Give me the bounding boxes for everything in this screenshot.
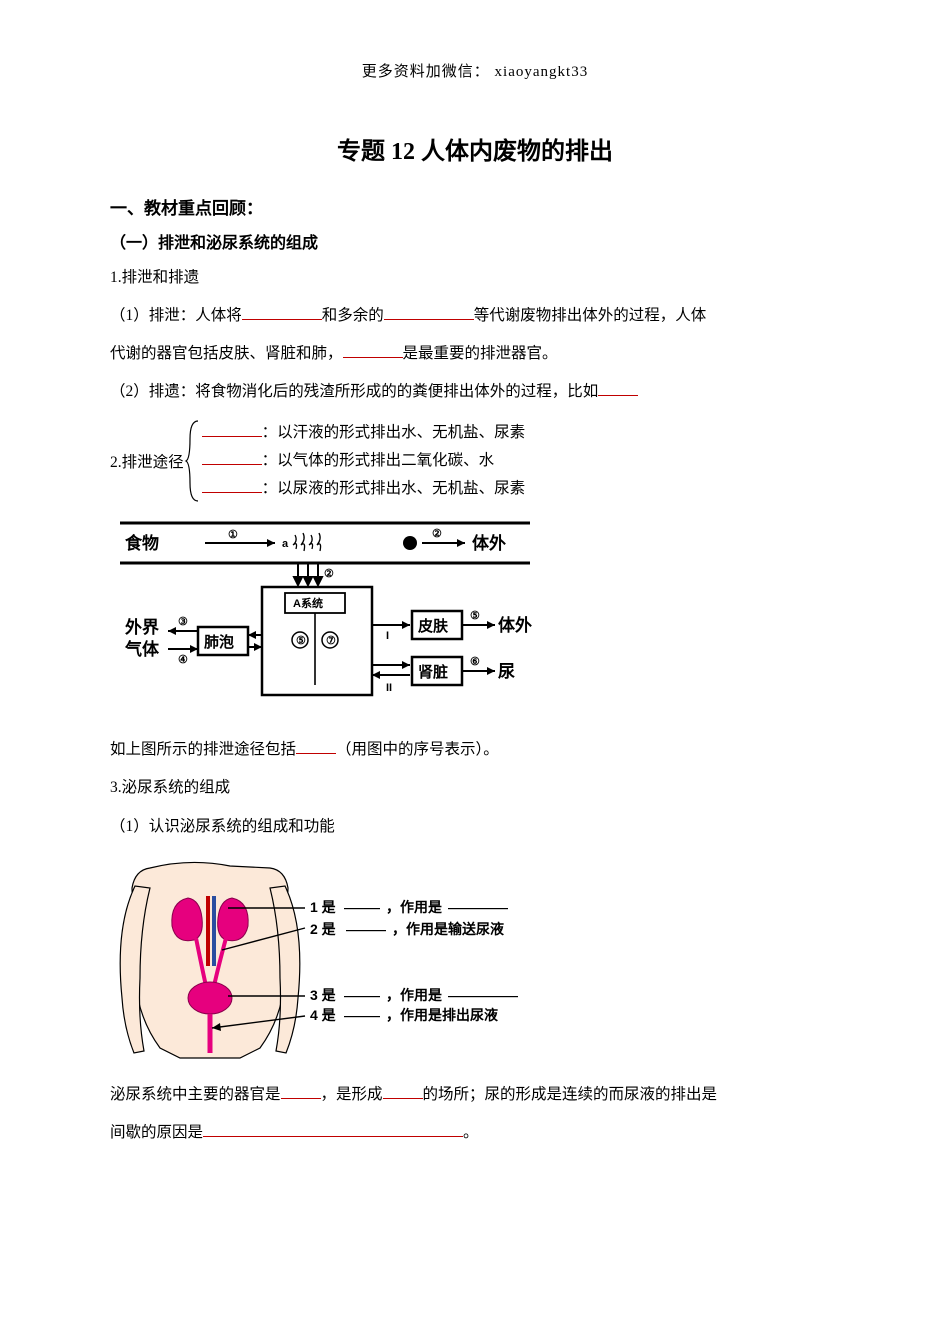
- section-heading: 一、教材重点回顾：: [110, 194, 840, 219]
- blank: [202, 477, 262, 494]
- text: 和多余的: [322, 307, 384, 324]
- text: ：以尿液的形式排出水、无机盐、尿素: [262, 480, 526, 497]
- label-asys: A系统: [293, 596, 323, 610]
- bracket-item: ：以汗液的形式排出水、无机盐、尿素: [202, 419, 526, 447]
- para-1-1: （1）排泄：人体将 和多余的 等代谢废物排出体外的过程，人体: [110, 299, 840, 333]
- label2b: ，作用是输送尿液: [392, 921, 505, 937]
- num-5: ⑤: [470, 610, 480, 622]
- page-title: 专题 12 人体内废物的排出: [110, 131, 840, 166]
- label-qiti: 气体: [124, 639, 160, 659]
- blank: [383, 1082, 423, 1099]
- label-waijie: 外界: [125, 617, 159, 637]
- num-inner2: ⑦: [326, 635, 336, 647]
- text: 是最重要的排泄器官。: [403, 345, 558, 362]
- para-4-1: （1）认识泌尿系统的组成和功能: [110, 810, 840, 844]
- text: 的场所；尿的形成是连续的而尿液的排出是: [423, 1086, 718, 1103]
- label-II: II: [386, 682, 392, 694]
- text: 等代谢废物排出体外的过程，人体: [474, 307, 707, 324]
- num-1: ①: [228, 529, 238, 541]
- label1a: 1 是: [310, 899, 337, 915]
- label2a: 2 是: [310, 921, 337, 937]
- para-5: 泌尿系统中主要的器官是 ，是形成 的场所；尿的形成是连续的而尿液的排出是: [110, 1078, 840, 1112]
- label1b: ，作用是: [386, 899, 443, 915]
- header-note: 更多资料加微信： xiaoyangkt33: [110, 60, 840, 81]
- label-shenzang: 肾脏: [418, 663, 448, 681]
- label3b: ，作用是: [386, 987, 443, 1003]
- num-3: ③: [178, 616, 188, 628]
- blank: [384, 304, 474, 321]
- para-1-3: （2）排遗：将食物消化后的残渣所形成的的粪便排出体外的过程，比如: [110, 375, 840, 409]
- para-3: 如上图所示的排泄途径包括 （用图中的序号表示）。: [110, 733, 840, 767]
- bracket-items: ：以汗液的形式排出水、无机盐、尿素 ：以气体的形式排出二氧化碳、水 ：以尿液的形…: [202, 419, 526, 503]
- blank: [281, 1082, 321, 1099]
- bracket-item: ：以气体的形式排出二氧化碳、水: [202, 447, 526, 475]
- text: ：以气体的形式排出二氧化碳、水: [262, 452, 495, 469]
- blank: [202, 421, 262, 438]
- subsection-heading: （一）排泄和泌尿系统的组成: [110, 229, 840, 253]
- text: 。: [463, 1124, 479, 1141]
- bracket-label: 2.排泄途径: [110, 450, 184, 472]
- text: ：以汗液的形式排出水、无机盐、尿素: [262, 424, 526, 441]
- num-inner1: ⑤: [296, 635, 306, 647]
- label3a: 3 是: [310, 987, 337, 1003]
- label4b: ，作用是排出尿液: [386, 1007, 499, 1023]
- blank: [598, 380, 638, 397]
- blank: [242, 304, 322, 321]
- body-diagram: 1 是 ，作用是 2 是 ，作用是输送尿液 3 是 ，作用是 4 是 ，作用是排…: [110, 858, 840, 1068]
- text: 代谢的器官包括皮肤、肾脏和肺，: [110, 345, 343, 362]
- label4a: 4 是: [310, 1007, 337, 1023]
- document-page: 更多资料加微信： xiaoyangkt33 专题 12 人体内废物的排出 一、教…: [0, 0, 950, 1194]
- text: （用图中的序号表示）。: [336, 741, 499, 758]
- curly-bracket-icon: [184, 419, 202, 503]
- label-feipao: 肺泡: [204, 633, 234, 651]
- para-4: 3.泌尿系统的组成: [110, 771, 840, 805]
- text: （2）排遗：将食物消化后的残渣所形成的的粪便排出体外的过程，比如: [110, 383, 598, 400]
- label-out2: 体外: [498, 615, 532, 635]
- text: （1）排泄：人体将: [110, 307, 242, 324]
- num-2: ②: [324, 568, 334, 580]
- text: 泌尿系统中主要的器官是: [110, 1086, 281, 1103]
- label-out1: 体外: [472, 533, 506, 553]
- blank: [202, 449, 262, 466]
- num-2top: ②: [432, 528, 442, 540]
- label-I: I: [386, 630, 389, 642]
- label-food: 食物: [125, 533, 159, 553]
- text: 如上图所示的排泄途径包括: [110, 741, 296, 758]
- bracket-item: ：以尿液的形式排出水、无机盐、尿素: [202, 475, 526, 503]
- label-niao: 尿: [498, 662, 515, 681]
- bracket-group: 2.排泄途径 ：以汗液的形式排出水、无机盐、尿素 ：以气体的形式排出二氧化碳、水…: [110, 419, 840, 503]
- blank: [203, 1120, 463, 1137]
- num-4: ④: [178, 654, 188, 666]
- flow-diagram: 食物 ① a ② 体外: [110, 515, 840, 725]
- para-1: 1.排泄和排遗: [110, 261, 840, 295]
- blank: [343, 342, 403, 359]
- label-a: a: [282, 538, 289, 550]
- para-5b: 间歇的原因是 。: [110, 1116, 840, 1150]
- num-6: ⑥: [470, 656, 480, 668]
- text: 间歇的原因是: [110, 1124, 203, 1141]
- para-1-2: 代谢的器官包括皮肤、肾脏和肺， 是最重要的排泄器官。: [110, 337, 840, 371]
- text: ，是形成: [321, 1086, 383, 1103]
- label-pifu: 皮肤: [418, 617, 449, 635]
- blank: [296, 738, 336, 755]
